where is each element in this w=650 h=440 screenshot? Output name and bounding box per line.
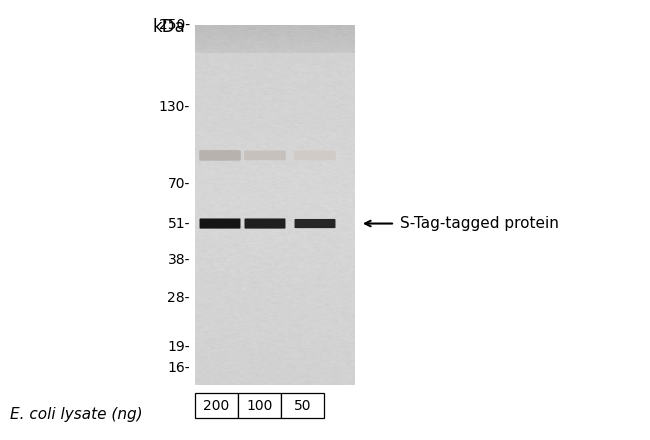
Bar — [195, 393, 238, 418]
Text: E. coli lysate (ng): E. coli lysate (ng) — [10, 407, 142, 422]
Text: 200: 200 — [203, 399, 229, 412]
Bar — [281, 393, 324, 418]
Text: 19-: 19- — [168, 340, 190, 354]
Text: 100: 100 — [246, 399, 273, 412]
Text: 51-: 51- — [168, 216, 190, 231]
FancyBboxPatch shape — [244, 150, 286, 160]
FancyBboxPatch shape — [199, 150, 240, 161]
Text: 250-: 250- — [159, 18, 190, 32]
Text: 70-: 70- — [168, 177, 190, 191]
FancyBboxPatch shape — [244, 218, 285, 229]
Text: 130-: 130- — [159, 100, 190, 114]
Text: kDa: kDa — [152, 18, 185, 36]
Text: S-Tag-tagged protein: S-Tag-tagged protein — [400, 216, 559, 231]
Text: 38-: 38- — [168, 253, 190, 267]
Text: 16-: 16- — [168, 361, 190, 375]
FancyBboxPatch shape — [200, 218, 240, 229]
Text: 50: 50 — [294, 399, 311, 412]
Text: 28-: 28- — [168, 291, 190, 305]
Bar — [238, 393, 281, 418]
FancyBboxPatch shape — [294, 150, 336, 160]
FancyBboxPatch shape — [294, 219, 335, 228]
